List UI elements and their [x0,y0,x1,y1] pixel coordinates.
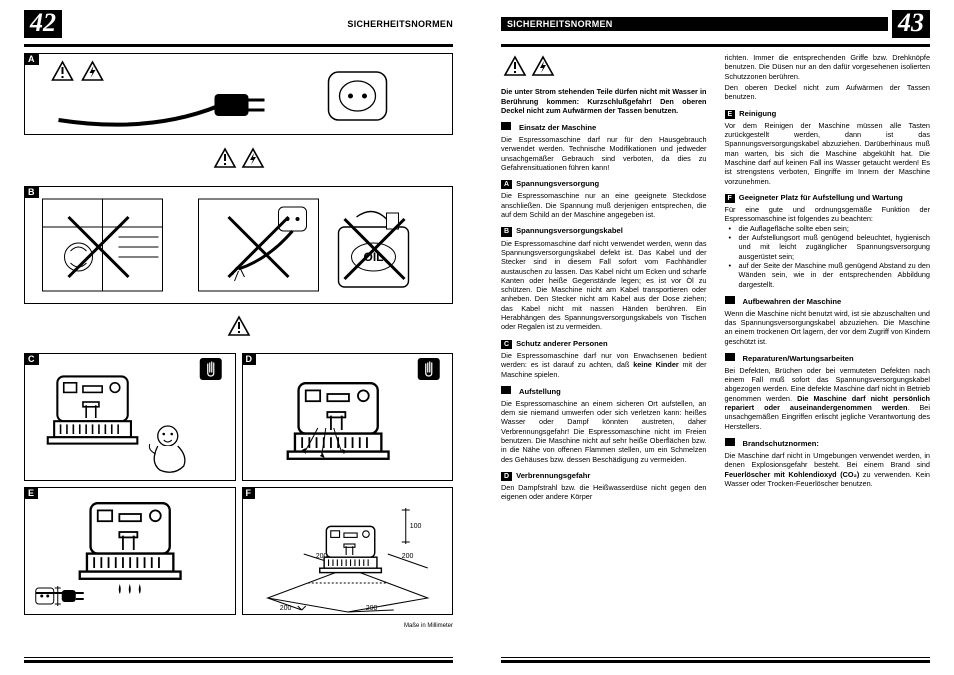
sec-d-title: Verbrennungsgefahr [516,471,590,481]
panel-c: C [24,353,236,481]
bottom-rules-left [24,657,453,663]
sec-e-body: Vor dem Reinigen der Maschine müssen all… [725,121,931,186]
sec-aufbewahren-body: Wenn die Maschine nicht benutzt wird, is… [725,309,931,346]
sec-brand-head: Brandschutznormen: [725,438,931,449]
warn-center-1 [24,145,453,176]
footnote: Maße in Millimeter [24,623,453,629]
header-row-right: SICHERHEITSNORMEN 43 [501,10,930,38]
label-d: D [501,472,512,481]
sec-einsatz-head: Einsatz der Maschine [501,122,707,133]
sec-f-lead: Für eine gute und ordnungsgemäße Funktio… [725,205,931,224]
label-b: B [501,227,512,236]
bottom-rules-right [501,657,930,663]
sec-b-body: Die Espressomaschine darf nicht verwende… [501,239,707,332]
sec-einsatz-title: Einsatz der Maschine [519,123,596,133]
row-c-d: C D [24,353,453,481]
sec-d-head: D Verbrennungsgefahr [501,471,707,481]
square-marker [501,122,511,130]
sec-reparaturen-head: Reparaturen/Wartungsarbeiten [725,353,931,364]
dim-200-d: 200 [401,553,413,560]
sec-f-title: Geeigneter Platz für Aufstellung und War… [739,193,903,203]
page-left: 42 SICHERHEITSNORMEN A [0,0,477,675]
sec-reparaturen-body: Bei Defekten, Brüchen oder bei vermutete… [725,366,931,431]
text-columns: Die unter Strom stehenden Teile dürfen n… [501,53,930,502]
panel-d: D [242,353,454,481]
diagram-column: A B [24,53,453,629]
col2-cont2: Den oberen Deckel nicht zum Aufwärmen de… [725,83,931,102]
text-col-2: richten. Immer die entsprechenden Griffe… [725,53,931,502]
sec-aufstellung-title: Aufstellung [519,387,561,397]
panel-a-label: A [24,53,39,65]
page-right: SICHERHEITSNORMEN 43 Die unter Strom ste… [477,0,954,675]
sec-einsatz-body: Die Espressomaschine darf nur für den Ha… [501,135,707,172]
sec-aufstellung-head: Aufstellung [501,386,707,397]
sec-brand-title: Brandschutznormen: [743,439,819,449]
sec-c-body: Die Espressomaschine darf nur von Erwach… [501,351,707,379]
dim-200-b: 200 [365,605,377,612]
header-title-right: SICHERHEITSNORMEN [501,17,888,31]
warning-icons-right [501,53,707,81]
label-a: A [501,180,512,189]
panel-e: E [24,487,236,615]
dim-200-a: 200 [279,605,291,612]
s11-t1: Die Maschine darf nicht in Umgebungen ve… [725,451,931,469]
panel-e-label: E [24,487,38,499]
bullet-3: auf der Seite der Maschine muß genügend … [733,261,931,289]
sec-b-title: Spannungsversorgungskabel [516,226,623,236]
page-number-right: 43 [892,10,930,38]
sec-e-title: Reinigung [739,109,776,119]
col2-cont: richten. Immer die entsprechenden Griffe… [725,53,931,81]
row-e-f: E F [24,487,453,615]
sec-brand-body: Die Maschine darf nicht in Umgebungen ve… [725,451,931,488]
intro-text: Die unter Strom stehenden Teile dürfen n… [501,87,707,115]
sec-c-t2: keine Kinder [633,360,679,369]
warn-center-2 [24,314,453,343]
label-c: C [501,340,512,349]
sec-aufbewahren-head: Aufbewahren der Maschine [725,296,931,307]
square-marker [725,438,735,446]
sec-d-body: Den Dampfstrahl bzw. die Heißwasserdüse … [501,483,707,502]
sec-a-head: A Spannungsversorgung [501,179,707,189]
sec-c-head: C Schutz anderer Personen [501,339,707,349]
sec-reparaturen-title: Reparaturen/Wartungsarbeiten [743,354,854,364]
page-number-left: 42 [24,10,62,38]
sec-a-body: Die Espressomaschine nur an eine geeigne… [501,191,707,219]
panel-f-label: F [242,487,256,499]
panel-d-label: D [242,353,257,365]
rule-thick-right [501,44,930,47]
panel-f: F 200 200 200 200 [242,487,454,615]
label-f: F [725,194,735,203]
sec-aufstellung-body: Die Espressomaschine an einem sicheren O… [501,399,707,464]
rule-thick [24,44,453,47]
sec-a-title: Spannungsversorgung [516,179,599,189]
text-col-1: Die unter Strom stehenden Teile dürfen n… [501,53,707,502]
header-title-left: SICHERHEITSNORMEN [62,19,453,29]
bullet-2: der Aufstellungsort muß genügend beleuch… [733,233,931,261]
dim-100: 100 [409,523,421,530]
square-marker [725,353,735,361]
panel-b-label: B [24,186,39,198]
sec-b-head: B Spannungsversorgungskabel [501,226,707,236]
panel-a: A [24,53,453,135]
label-e: E [725,110,736,119]
panel-b: B [24,186,453,304]
square-marker [501,386,511,394]
panel-c-label: C [24,353,39,365]
sec-aufbewahren-title: Aufbewahren der Maschine [743,297,842,307]
s11-t2: Feuerlöscher mit Kohlendioxyd (CO₂) [725,470,860,479]
header-row: 42 SICHERHEITSNORMEN [24,10,453,38]
sec-c-title: Schutz anderer Personen [516,339,608,349]
sec-e-head: EReinigung [725,109,931,119]
sec-f-head: F Geeigneter Platz für Aufstellung und Wa… [725,193,931,203]
square-marker [725,296,735,304]
bullet-1: die Auflagefläche sollte eben sein; [733,224,931,233]
sec-f-bullets: die Auflagefläche sollte eben sein; der … [725,224,931,289]
